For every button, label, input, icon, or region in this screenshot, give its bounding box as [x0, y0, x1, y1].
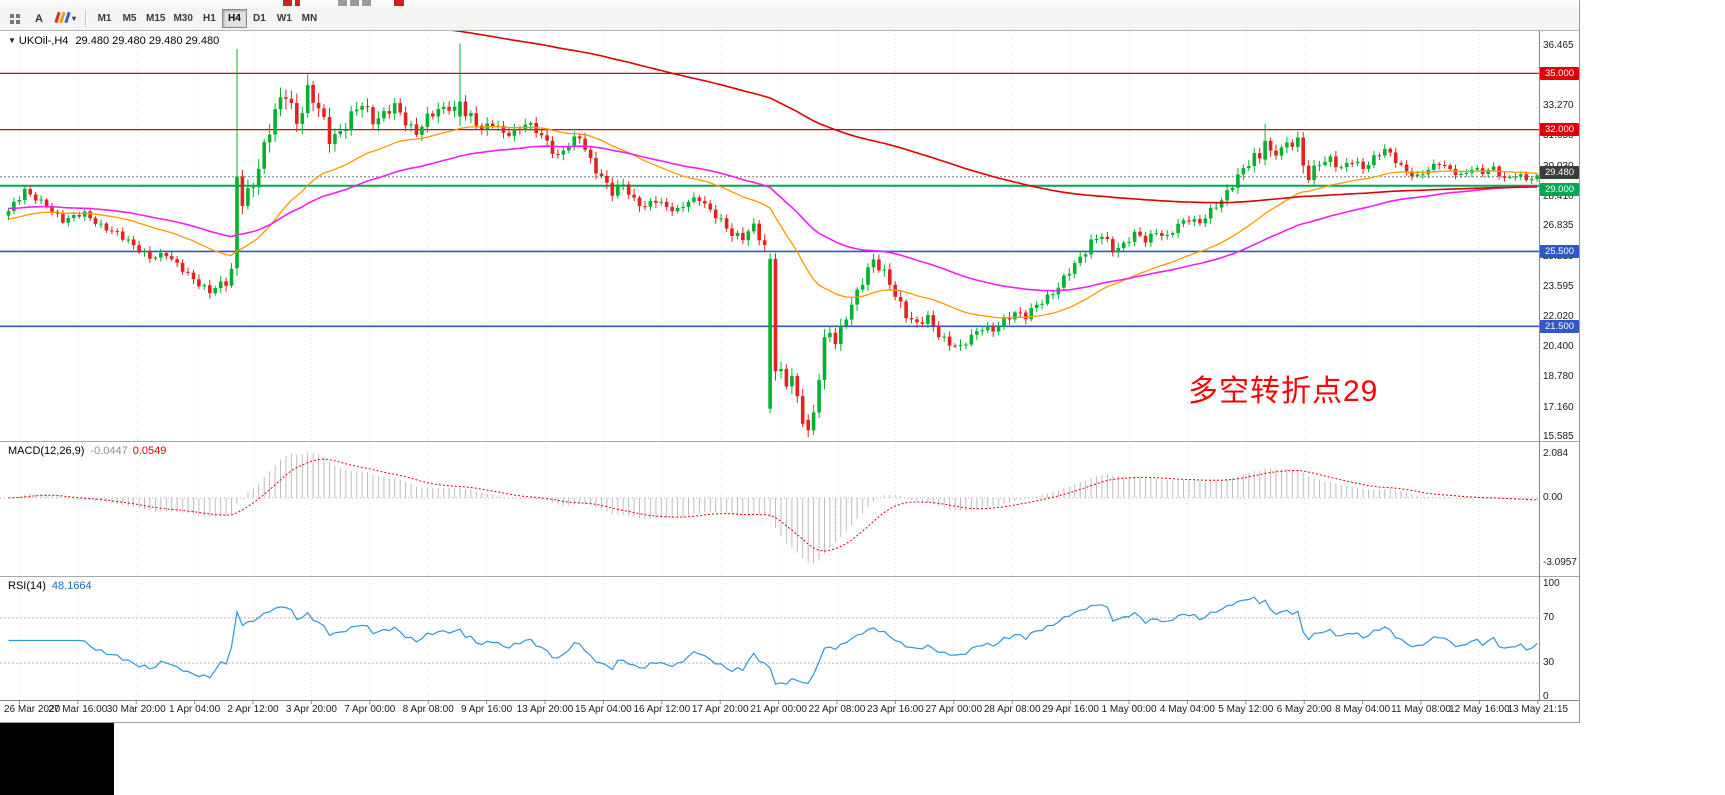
timeframe-button-m1[interactable]: M1	[92, 9, 117, 28]
colors-tool-button[interactable]: ▾	[52, 9, 79, 28]
caret-down-icon: ▾	[72, 14, 77, 23]
chart-text-annotation[interactable]: 多空转折点29	[1188, 375, 1379, 408]
macd-label: MACD(12,26,9)	[8, 445, 85, 457]
text-tool-button[interactable]: A	[28, 9, 50, 28]
panel-splitter-macd[interactable]	[0, 440, 1580, 443]
macd-main-value: -0.0447	[90, 445, 128, 457]
timeframe-button-d1[interactable]: D1	[247, 9, 272, 28]
symbol-dropdown-icon: ▼	[8, 36, 16, 45]
timeframe-button-m5[interactable]: M5	[117, 9, 142, 28]
chart-ohlc-title: ▼ UKOil-,H4 29.480 29.480 29.480 29.480	[8, 35, 219, 47]
cropped-icon-fragment	[394, 0, 404, 6]
cropped-icon-fragment	[362, 0, 371, 6]
timeframe-button-mn[interactable]: MN	[297, 9, 322, 28]
cropped-icon-fragment	[295, 0, 300, 6]
cropped-icon-fragment	[338, 0, 347, 6]
charts-grid-button[interactable]	[4, 9, 26, 28]
timeframe-button-m15[interactable]: M15	[142, 9, 169, 28]
ohlc-values: 29.480 29.480 29.480 29.480	[75, 35, 220, 47]
timeframe-button-m30[interactable]: M30	[169, 9, 196, 28]
window-border	[0, 722, 1580, 723]
grid-icon	[9, 13, 20, 24]
timeframe-button-h1[interactable]: H1	[197, 9, 222, 28]
price-scale[interactable]	[1539, 31, 1579, 700]
time-scale[interactable]	[0, 700, 1580, 722]
rsi-title: RSI(14) 48.1664	[8, 580, 92, 592]
macd-title: MACD(12,26,9) -0.0447 0.0549	[8, 445, 166, 457]
toolbar: A ▾ M1 M5 M15 M30 H1 H4 D1 W1 MN	[0, 7, 1580, 31]
macd-signal-value: 0.0549	[132, 445, 167, 457]
cropped-toolbar-row	[0, 0, 1580, 7]
toolbar-separator	[85, 10, 88, 27]
timeframe-button-w1[interactable]: W1	[272, 9, 297, 28]
timeframe-button-h4[interactable]: H4	[221, 9, 247, 28]
symbol-period-label: UKOil-,H4	[18, 35, 69, 47]
panel-splitter-rsi[interactable]	[0, 575, 1580, 578]
window-border	[1579, 0, 1580, 723]
cropped-icon-fragment	[350, 0, 359, 6]
taskbar-fragment	[0, 723, 114, 795]
rsi-value: 48.1664	[51, 580, 92, 592]
timeframe-toolbar: M1 M5 M15 M30 H1 H4 D1 W1 MN	[92, 9, 322, 28]
rsi-label: RSI(14)	[8, 580, 46, 592]
cropped-icon-fragment	[283, 0, 292, 6]
